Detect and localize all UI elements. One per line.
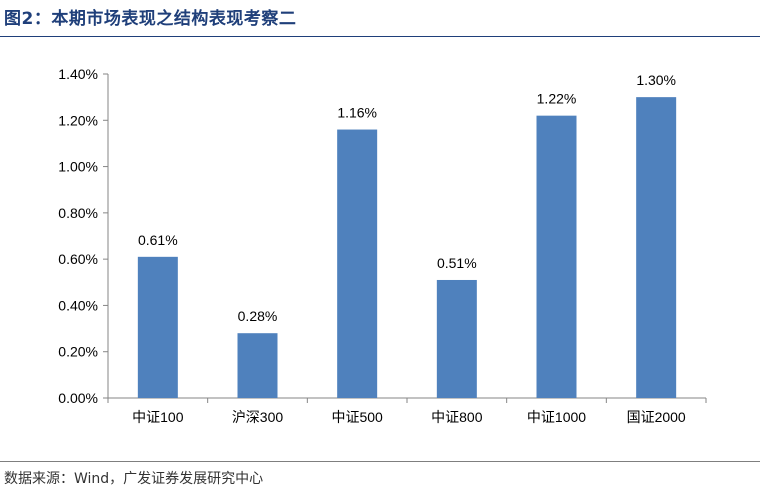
source-note: 数据来源：Wind，广发证券发展研究中心 — [4, 471, 264, 487]
y-axis: 0.00% 0.20% 0.40% 0.60% 0.80% 1.00% 1.20% 1.40% — [58, 66, 109, 406]
data-label: 1.30% — [636, 72, 676, 88]
y-tick-label: 0.40% — [58, 297, 98, 313]
y-tick-label: 0.80% — [58, 205, 98, 221]
x-tick-label: 中证800 — [431, 409, 483, 425]
y-tick-label: 1.00% — [58, 159, 98, 175]
x-tick-label: 国证2000 — [627, 409, 686, 425]
bar-series — [137, 97, 677, 399]
bar — [636, 97, 677, 399]
x-tick-label: 沪深300 — [232, 409, 284, 425]
bar — [237, 333, 278, 398]
source-divider — [0, 461, 760, 462]
bar — [436, 279, 477, 398]
x-axis: 中证100 沪深300 中证500 中证800 中证1000 国证2000 — [107, 397, 707, 425]
figure-title: 图2：本期市场表现之结构表现考察二 — [4, 9, 297, 29]
x-tick-label: 中证100 — [132, 409, 184, 425]
y-tick-label: 1.20% — [58, 112, 98, 128]
x-tick-label: 中证500 — [331, 409, 383, 425]
data-label: 0.51% — [437, 255, 477, 271]
data-labels: 0.61% 0.28% 1.16% 0.51% 1.22% 1.30% — [138, 72, 676, 324]
y-tick-label: 0.60% — [58, 251, 98, 267]
data-label: 0.61% — [138, 232, 178, 248]
y-tick-label: 1.40% — [58, 66, 98, 82]
y-tick-label: 0.00% — [58, 390, 98, 406]
title-divider — [0, 36, 760, 37]
data-label: 1.16% — [337, 105, 377, 121]
bar — [137, 256, 178, 398]
bar — [536, 115, 577, 399]
data-label: 1.22% — [537, 91, 577, 107]
bar — [337, 129, 378, 399]
data-label: 0.28% — [238, 308, 278, 324]
x-tick-label: 中证1000 — [527, 409, 586, 425]
y-tick-label: 0.20% — [58, 344, 98, 360]
